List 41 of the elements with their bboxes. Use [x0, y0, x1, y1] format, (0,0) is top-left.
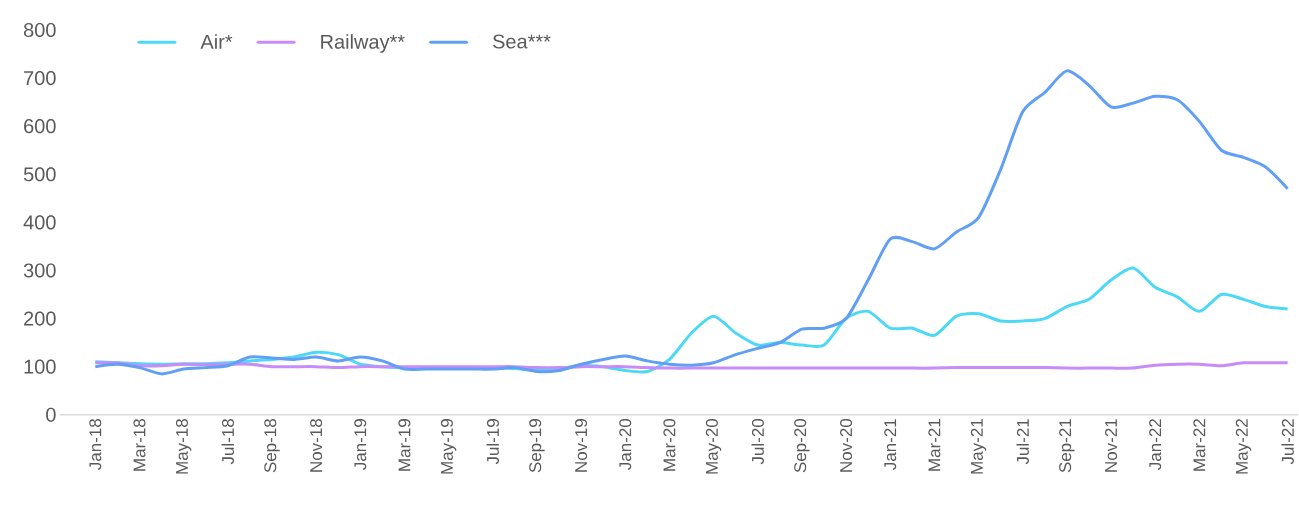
x-tick-label: Sep-19: [529, 419, 545, 473]
x-tick-label: Jan-19: [354, 419, 367, 471]
x-tick-label: Jan-22: [1149, 419, 1162, 471]
x-tick-label: Nov-19: [575, 419, 588, 472]
y-tick-label: 100: [24, 359, 56, 374]
x-tick-label: Mar-22: [1193, 419, 1206, 471]
x-tick-label: Jul-21: [1016, 419, 1029, 465]
y-tick-label: 400: [23, 215, 56, 230]
x-tick-label: Sep-20: [794, 419, 810, 473]
y-tick-label: 800: [23, 23, 56, 38]
y-tick-label: 0: [46, 407, 56, 422]
x-tick-label: Sep-21: [1059, 419, 1075, 473]
x-tick-label: Mar-20: [663, 419, 676, 471]
x-tick-label: Jul-20: [751, 419, 764, 465]
y-tick-label: 300: [23, 263, 56, 278]
x-tick-label: May-22: [1235, 419, 1252, 474]
y-tick-label: 700: [24, 71, 56, 86]
x-tick-label: May-20: [705, 419, 722, 474]
x-tick-label: Mar-21: [928, 419, 941, 471]
line-series: [93, 69, 1290, 376]
legend-label: Railway**: [321, 34, 405, 53]
x-tick-label: Jul-18: [221, 419, 235, 465]
x-tick-label: Nov-18: [310, 419, 323, 472]
x-tick-label: Jul-22: [1281, 419, 1294, 465]
x-tick-label: Mar-19: [398, 419, 411, 471]
legend-label: Sea***: [492, 34, 551, 49]
y-tick-label: 500: [23, 167, 56, 182]
x-tick-label: Nov-20: [840, 419, 853, 472]
y-tick-label: 200: [24, 311, 56, 326]
x-tick-label: May-19: [440, 419, 457, 474]
legend-label: Air*: [200, 34, 233, 49]
x-tick-label: Sep-18: [264, 419, 280, 473]
x-tick-label: Jan-18: [89, 419, 102, 471]
x-tick-label: Jan-20: [619, 419, 632, 471]
x-tick-label: May-18: [175, 419, 192, 474]
x-tick-label: Jan-21: [884, 419, 897, 471]
x-tick-label: Nov-21: [1105, 419, 1118, 472]
x-tick-label: Jul-19: [486, 419, 499, 465]
x-tick-label: Mar-18: [133, 419, 146, 471]
x-tick-label: May-21: [970, 419, 987, 474]
y-tick-label: 600: [24, 119, 56, 134]
